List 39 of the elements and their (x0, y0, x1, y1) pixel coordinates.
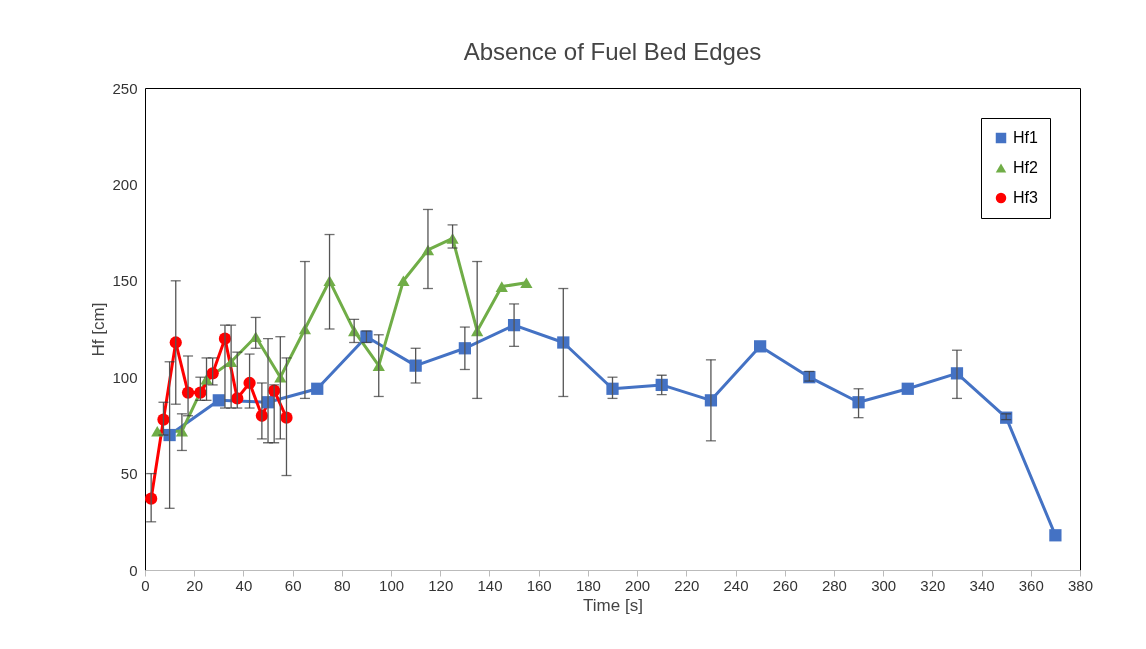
point (852, 396, 865, 409)
legend-label: Hf2 (1013, 159, 1038, 176)
y-tick-label: 250 (112, 79, 138, 97)
x-tick-label: 360 (1018, 576, 1044, 594)
x-tick-label: 240 (723, 576, 749, 594)
x-tick-label: 180 (575, 576, 601, 594)
x-tick-label: 100 (379, 576, 405, 594)
y-tick-label: 100 (112, 368, 138, 386)
y-axis-title: Hf [cm] (89, 302, 109, 357)
x-tick-label: 280 (821, 576, 847, 594)
x-tick-label: 0 (141, 576, 150, 594)
x-tick-label: 220 (674, 576, 700, 594)
x-tick-label: 60 (284, 576, 302, 594)
x-tick-label: 120 (428, 576, 454, 594)
x-tick-label: 140 (477, 576, 503, 594)
y-tick-label: 50 (120, 465, 138, 483)
x-tick-label: 80 (334, 576, 351, 594)
point (212, 394, 225, 407)
y-tick-label: 150 (112, 272, 138, 290)
point (311, 382, 324, 395)
x-tick-label: 300 (871, 576, 897, 594)
point (754, 340, 767, 353)
legend-label: Hf3 (1013, 189, 1038, 206)
x-tick-label: 380 (1067, 576, 1094, 594)
point (655, 378, 668, 392)
x-tick-label: 200 (625, 576, 651, 594)
y-tick-label: 0 (129, 561, 138, 579)
chart-title: Absence of Fuel Bed Edges (463, 38, 762, 65)
y-tick-label: 200 (112, 175, 138, 193)
x-tick-label: 260 (772, 576, 798, 594)
x-axis-title: Time [s] (583, 595, 643, 615)
legend-label: Hf1 (1013, 129, 1038, 146)
point (495, 281, 508, 292)
point (901, 382, 914, 395)
x-tick-label: 20 (186, 576, 204, 594)
x-tick-label: 320 (920, 576, 946, 594)
x-tick-label: 40 (235, 576, 253, 594)
x-tick-label: 340 (969, 576, 995, 594)
x-tick-label: 160 (526, 576, 552, 594)
